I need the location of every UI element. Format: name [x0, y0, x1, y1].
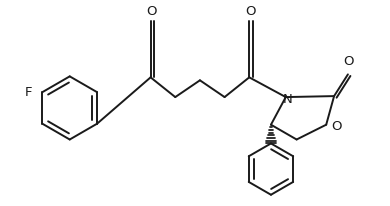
Text: F: F: [25, 86, 32, 99]
Text: O: O: [245, 5, 255, 18]
Text: O: O: [146, 5, 157, 18]
Text: N: N: [283, 92, 292, 105]
Text: O: O: [344, 55, 354, 68]
Text: O: O: [331, 120, 341, 133]
